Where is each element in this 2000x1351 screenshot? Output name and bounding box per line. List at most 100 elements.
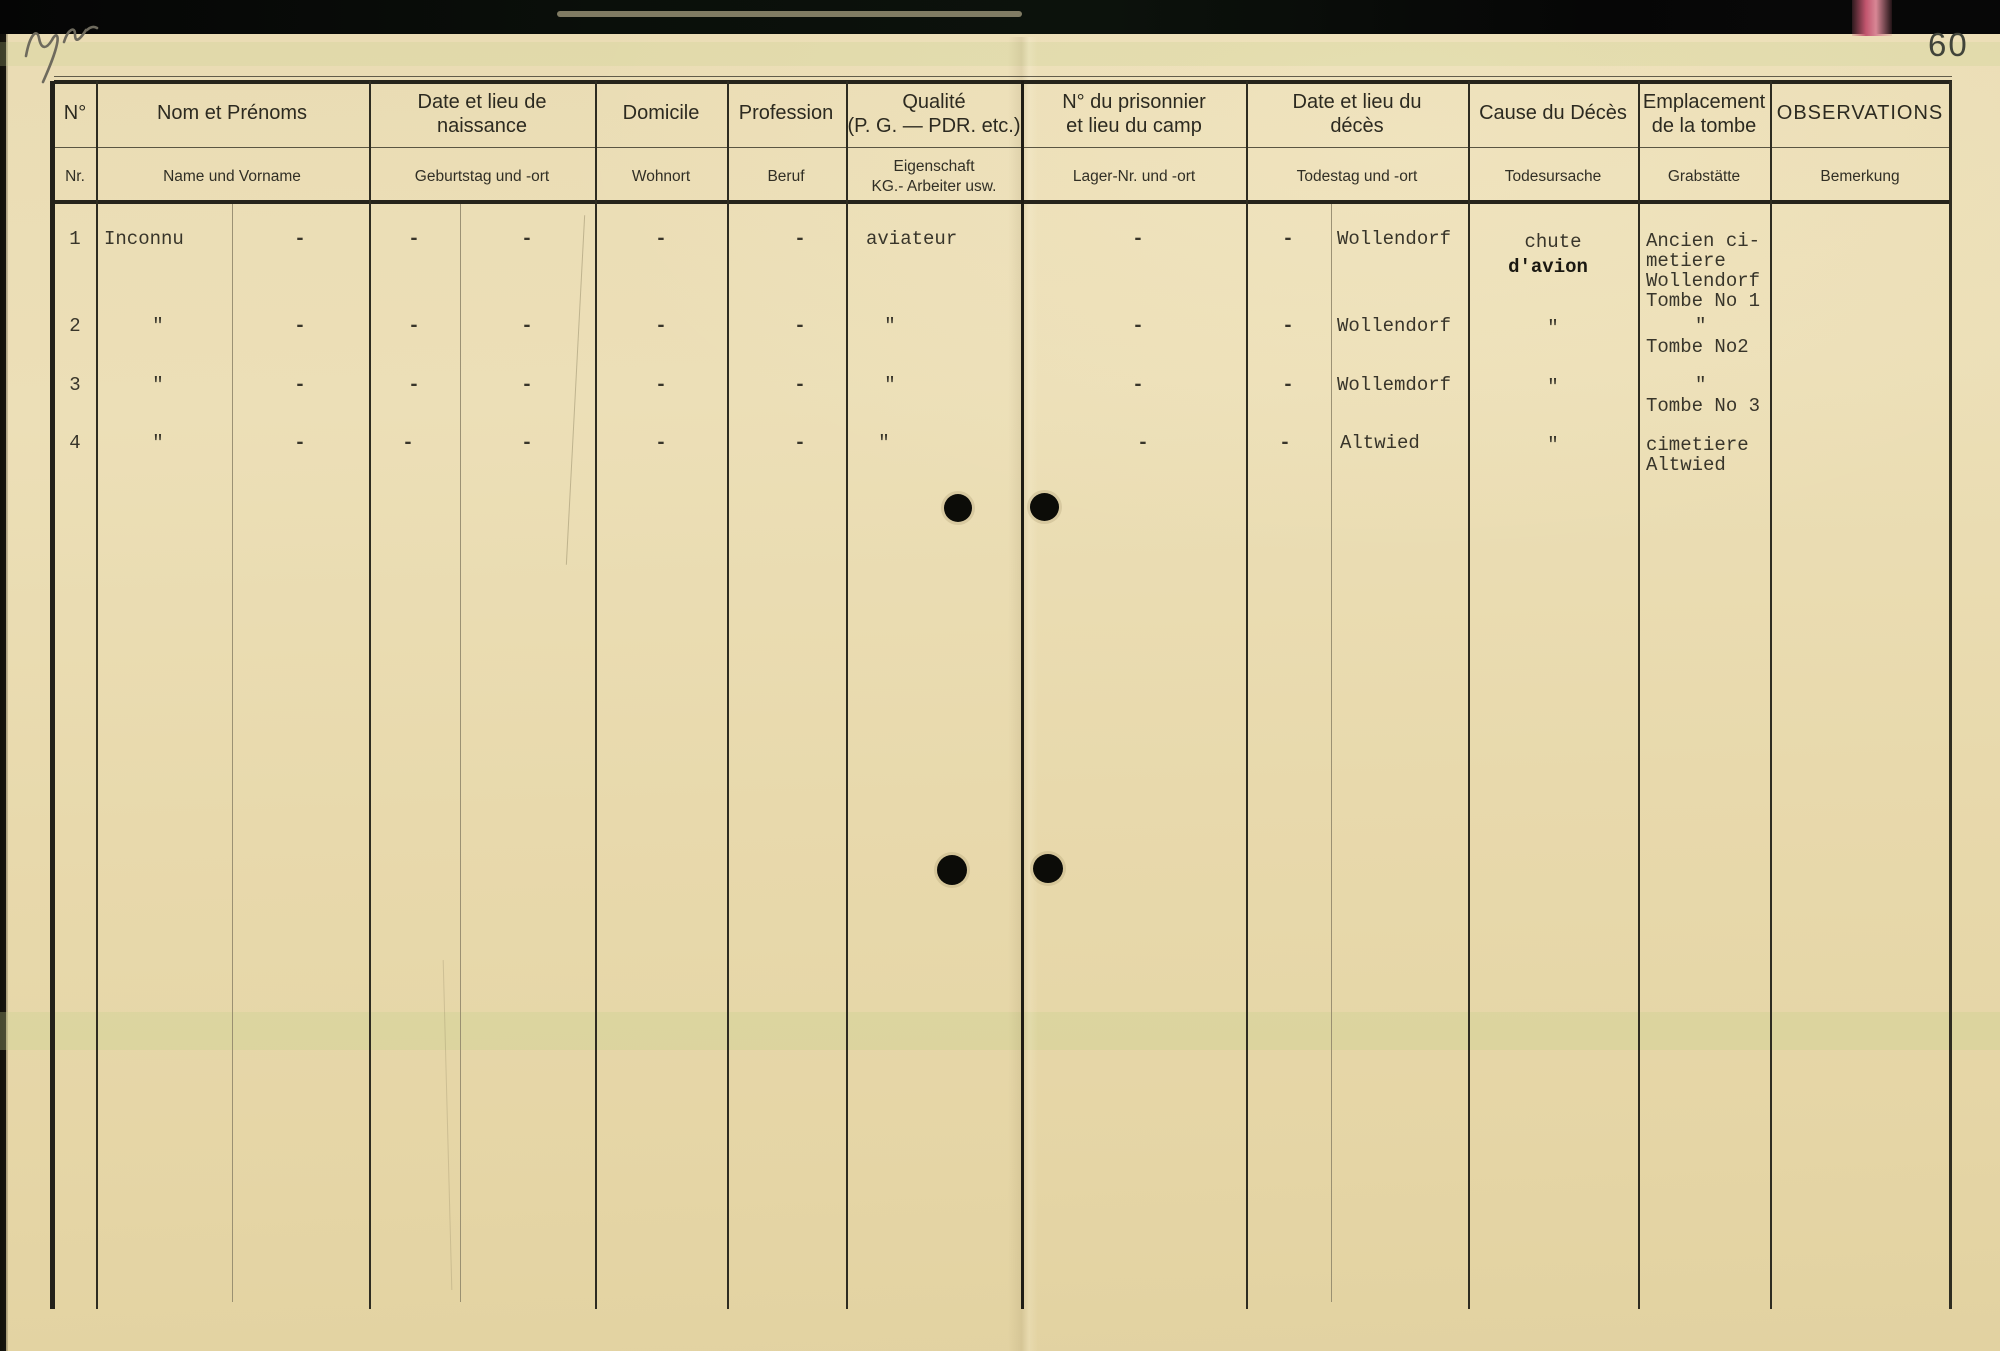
cell-r3-no: 3 (69, 374, 81, 396)
cell-r1-grave-2: metiere (1646, 250, 1726, 272)
col-header-observations-de: Bemerkung (1820, 168, 1900, 185)
cell-r3-death-place: Wollemdorf (1337, 374, 1452, 396)
table-column-line (595, 81, 597, 1309)
cell-r1-grave-1: Ancien ci- (1646, 230, 1761, 252)
cell-r1-name2: - (294, 228, 306, 250)
cell-r2-birth1: - (408, 315, 420, 337)
cell-r3-death-date: - (1282, 374, 1294, 396)
col-header-birth-de: Geburtstag und -ort (414, 168, 550, 185)
table-column-line (1638, 81, 1640, 1309)
table-column-line (369, 81, 371, 1309)
col-header-no-fr: N° (63, 102, 87, 124)
cell-r1-name: Inconnu (104, 228, 184, 250)
punch-hole (1033, 854, 1063, 883)
table-right-border (1949, 81, 1952, 1309)
cell-r3-name: " (152, 374, 164, 396)
header-language-divider (54, 147, 1952, 148)
cell-r2-grave-2: Tombe No2 (1646, 336, 1749, 358)
cell-r3-cause-1: " (1547, 376, 1559, 398)
header-bottom-rule (54, 200, 1952, 204)
punch-hole (937, 855, 967, 885)
cell-r4-profession: - (794, 432, 806, 454)
col-header-grave-de: Grabstätte (1667, 168, 1741, 185)
table-subcolumn-line (232, 204, 233, 1302)
col-header-profession-de: Beruf (767, 168, 805, 185)
col-header-quality-fr-2: (P. G. — PDR. etc.) (847, 115, 1021, 137)
paper-left-edge-shadow (0, 34, 8, 1351)
table-top-rule (54, 80, 1952, 84)
cell-r1-no: 1 (69, 228, 81, 250)
cell-r2-camp: - (1132, 315, 1144, 337)
cell-r3-name2: - (294, 374, 306, 396)
col-header-quality-de-2: KG.- Arbeiter usw. (871, 178, 997, 195)
table-column-line (96, 81, 98, 1309)
cell-r3-birth2: - (521, 374, 533, 396)
table-left-border (50, 81, 55, 1309)
col-header-cause-fr: Cause du Décès (1479, 102, 1627, 124)
scan-top-edge (0, 0, 2000, 37)
scan-color-band (0, 1012, 2000, 1050)
cell-r2-cause-1: " (1547, 317, 1559, 339)
cell-r1-birth2: - (521, 228, 533, 250)
table-column-line (727, 81, 729, 1309)
table-column-line (1246, 81, 1248, 1309)
cell-r4-birth1: - (402, 432, 414, 454)
cell-r4-camp: - (1137, 432, 1149, 454)
cell-r2-death-place: Wollendorf (1337, 315, 1452, 337)
cell-r4-death-date: - (1279, 432, 1291, 454)
col-header-camp-fr-1: N° du prisonnier (1062, 91, 1206, 113)
col-header-birth-fr-1: Date et lieu de (417, 91, 547, 113)
cell-r1-profession: - (794, 228, 806, 250)
col-header-grave-fr-1: Emplacement (1642, 91, 1766, 113)
cell-r4-name: " (152, 432, 164, 454)
cell-r2-domicile: - (655, 315, 667, 337)
cell-r4-grave-1: cimetiere (1646, 434, 1749, 456)
col-header-observations-fr: OBSERVATIONS (1776, 102, 1944, 124)
cell-r4-domicile: - (655, 432, 667, 454)
cell-r1-death-place: Wollendorf (1337, 228, 1452, 250)
cell-r2-name: " (152, 315, 164, 337)
cell-r1-grave-3: Wollendorf (1646, 270, 1761, 292)
col-header-death-de: Todestag und -ort (1296, 168, 1418, 185)
punch-hole (944, 494, 972, 522)
table-top-rule-thin (54, 76, 1952, 77)
col-header-birth-fr-2: naissance (436, 115, 528, 137)
cell-r1-death-date: - (1282, 228, 1294, 250)
scan-color-band (0, 42, 2000, 66)
pencil-scribble-icon (24, 25, 99, 84)
cell-r1-grave-4: Tombe No 1 (1646, 290, 1761, 312)
table-column-line (846, 81, 848, 1309)
cell-r1-quality: aviateur (866, 228, 958, 250)
cell-r2-name2: - (294, 315, 306, 337)
cell-r3-camp: - (1132, 374, 1144, 396)
col-header-no-de: Nr. (65, 168, 85, 185)
cell-r1-cause-2: d'avion (1508, 256, 1588, 278)
cell-r2-quality: " (884, 315, 896, 337)
page-number: 60 (1928, 26, 1969, 63)
cell-r4-name2: - (294, 432, 306, 454)
cell-r1-camp: - (1132, 228, 1144, 250)
col-header-camp-de: Lager-Nr. und -ort (1072, 168, 1196, 185)
col-header-quality-de-1: Eigenschaft (893, 158, 975, 175)
cell-r4-death-place: Altwied (1340, 432, 1420, 454)
col-header-camp-fr-2: et lieu du camp (1066, 115, 1202, 137)
cell-r4-birth2: - (521, 432, 533, 454)
cell-r1-cause-1: chute (1524, 231, 1582, 253)
cell-r1-domicile: - (655, 228, 667, 250)
table-column-line (1770, 81, 1772, 1309)
col-header-domicile-de: Wohnort (631, 168, 691, 185)
cell-r3-profession: - (794, 374, 806, 396)
col-header-cause-de: Todesursache (1504, 168, 1602, 185)
col-header-domicile-fr: Domicile (622, 102, 700, 124)
scan-edge-streak (557, 11, 1022, 17)
cell-r3-grave-2: Tombe No 3 (1646, 395, 1761, 417)
punch-hole (1030, 493, 1059, 521)
cell-r4-quality: " (878, 432, 890, 454)
cell-r3-quality: " (884, 374, 896, 396)
cell-r1-birth1: - (408, 228, 420, 250)
table-subcolumn-line (1331, 204, 1332, 1302)
table-subcolumn-line (460, 204, 461, 1302)
cell-r3-domicile: - (655, 374, 667, 396)
cell-r2-birth2: - (521, 315, 533, 337)
col-header-grave-fr-2: de la tombe (1651, 115, 1757, 137)
